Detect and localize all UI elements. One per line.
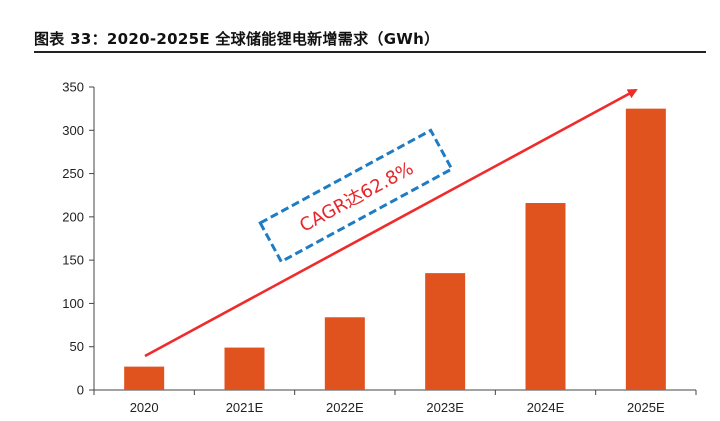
y-tick-label: 150	[62, 253, 84, 268]
y-tick-label: 250	[62, 166, 84, 181]
figure-title: 图表 33：2020-2025E 全球储能锂电新增需求（GWh）	[34, 30, 440, 48]
bar-2023E	[425, 273, 466, 390]
x-tick-label: 2025E	[627, 400, 665, 415]
bar-2024E	[525, 203, 566, 390]
x-tick-label: 2023E	[426, 400, 464, 415]
y-tick-label: 100	[62, 296, 84, 311]
y-axis: 0 50 100 150 200 250 300 350	[62, 80, 95, 398]
y-tick-label: 300	[62, 123, 84, 138]
y-tick-label: 200	[62, 209, 84, 224]
trend-arrow	[144, 88, 638, 358]
y-tick-label: 350	[62, 80, 84, 95]
x-axis: 2020 2021E 2022E 2023E 2024E 2025E	[93, 389, 697, 415]
y-tick-label: 50	[70, 339, 84, 354]
title-divider	[34, 51, 706, 53]
x-tick-label: 2021E	[226, 400, 264, 415]
cagr-box-border	[258, 128, 454, 264]
bars	[124, 108, 666, 391]
bar-2025E	[625, 108, 666, 391]
x-tick-label: 2024E	[527, 400, 565, 415]
y-tick-label: 0	[77, 383, 84, 398]
bar-2021E	[224, 347, 265, 390]
x-tick-label: 2020	[130, 400, 159, 415]
bar-2020	[124, 366, 165, 390]
x-tick-label: 2022E	[326, 400, 364, 415]
bar-2022E	[324, 317, 365, 390]
